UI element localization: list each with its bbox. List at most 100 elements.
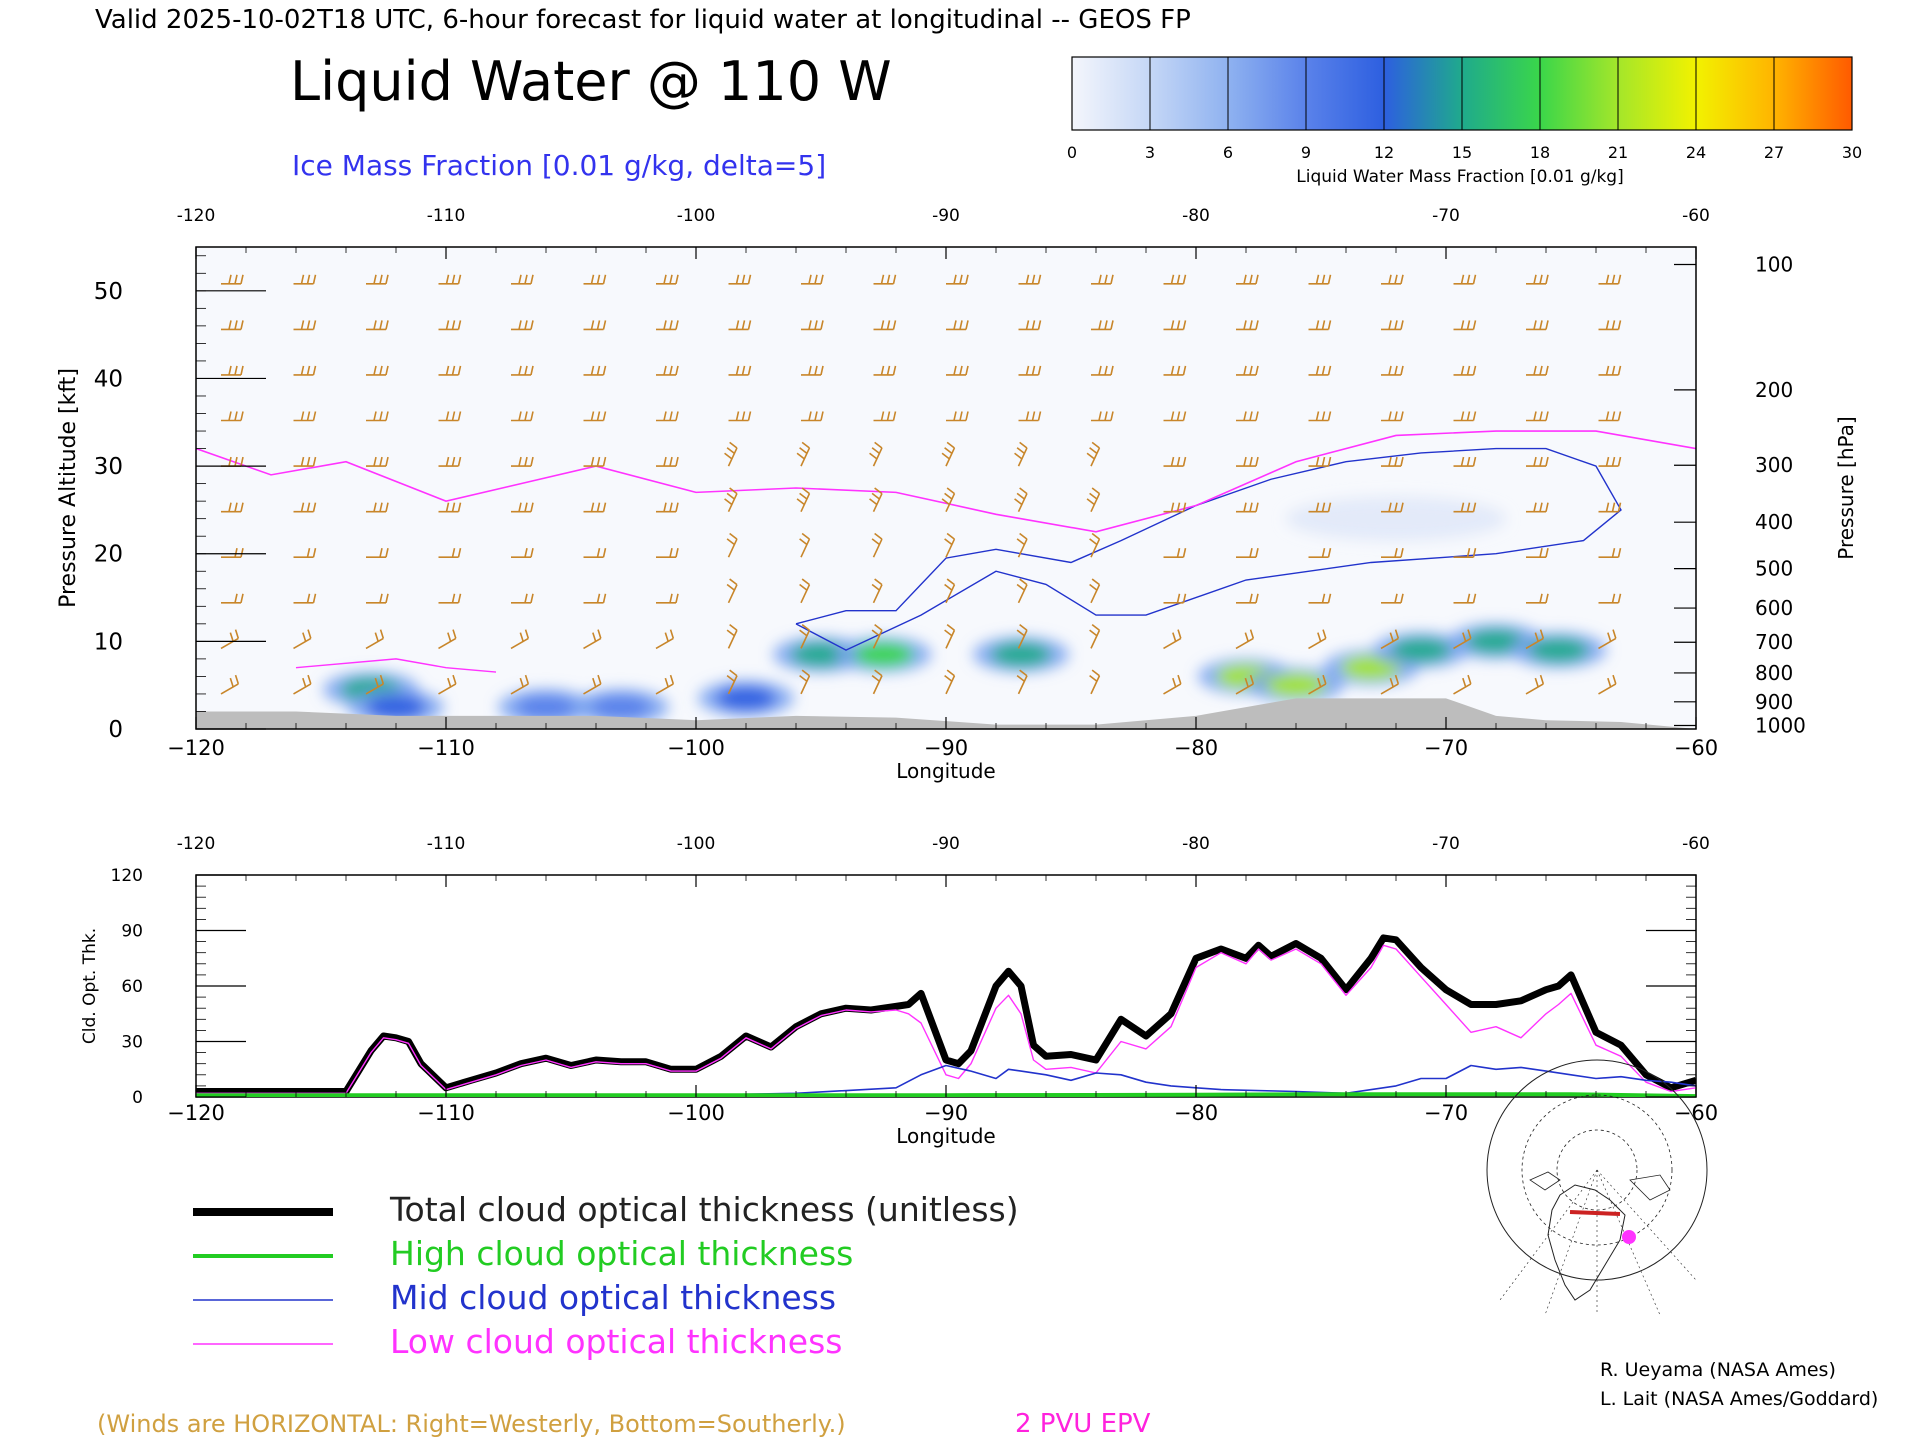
wind-barb-staff (727, 584, 738, 604)
wind-barb-feather (1327, 593, 1332, 603)
wind-barb-feather (796, 498, 805, 506)
wind-barb-feather (1016, 629, 1025, 637)
wind-barb-staff (1090, 538, 1101, 558)
wind-barb-feather (1091, 441, 1100, 449)
wind-barb-feather (1466, 548, 1471, 558)
wind-barb-feather (669, 629, 675, 639)
wind-barb-feather (1249, 320, 1253, 330)
p1-top-tick-label: -100 (677, 206, 716, 226)
wind-barb-feather (1091, 487, 1100, 495)
p2-top-tick-label: -120 (177, 834, 216, 854)
wind-barb (1163, 502, 1187, 513)
wind-barb-feather (801, 441, 810, 449)
wind-barb-feather (1611, 365, 1616, 376)
wind-barb-feather (1539, 320, 1543, 330)
wind-barb (366, 274, 389, 285)
wind-barb-feather (385, 274, 389, 284)
wind-barb-feather (451, 456, 456, 467)
wind-barb (511, 411, 534, 422)
wind-barb (583, 274, 607, 285)
wind-barb-feather (374, 632, 379, 642)
wind-barb-feather (799, 629, 808, 637)
wind-barb-staff (872, 447, 883, 467)
wind-barb-feather (669, 365, 673, 376)
wind-barb-feather (524, 274, 528, 284)
wind-barb-feather (306, 320, 311, 330)
wind-barb (656, 411, 679, 422)
wind-barb-feather (312, 548, 317, 558)
wind-barb-feather (1545, 593, 1549, 603)
wind-barb-staff (727, 538, 738, 558)
wind-barb (1236, 411, 1259, 422)
wind-barb-feather (300, 456, 305, 467)
wind-barb-feather (1019, 624, 1028, 631)
wind-barb-feather (1460, 320, 1465, 330)
wind-barb-feather (300, 411, 305, 421)
wind-barb (438, 320, 462, 331)
wind-barb-feather (306, 456, 311, 467)
wind-barb-feather (1322, 629, 1327, 639)
wind-barb-feather (602, 365, 607, 376)
wind-barb-feather (1607, 632, 1612, 642)
wind-barb (1598, 629, 1617, 650)
wind-barb-feather (1460, 502, 1465, 512)
wind-barb-feather (373, 365, 377, 376)
wind-barb-feather (602, 593, 607, 603)
wind-barb-feather (1182, 320, 1187, 330)
wind-barb-feather (1176, 320, 1181, 330)
wind-barb-feather (1400, 274, 1404, 284)
wind-barb (796, 441, 811, 467)
wind-barb-feather (965, 411, 969, 421)
wind-barb-feather (590, 411, 595, 421)
wind-barb-feather (1315, 365, 1320, 376)
wind-barb (1014, 441, 1028, 467)
wind-barb (438, 456, 462, 467)
wind-barb-feather (451, 411, 456, 421)
p1-bottom-tick-label: −60 (1674, 736, 1718, 760)
wind-barb-feather (1605, 274, 1610, 284)
wind-barb-feather (445, 411, 450, 421)
wind-barb-feather (1089, 492, 1098, 500)
wind-barb (801, 411, 824, 422)
wind-barb (1525, 674, 1545, 695)
wind-barb-feather (808, 320, 812, 330)
p1-bottom-tick-label: −90 (924, 736, 968, 760)
wind-barb-feather (669, 502, 673, 512)
wind-barb-feather (1104, 274, 1108, 284)
wind-barb-staff (1235, 637, 1254, 650)
wind-barb-feather (1172, 632, 1177, 642)
wind-barb-feather (874, 487, 883, 495)
wind-barb-feather (1394, 320, 1398, 330)
wind-barb (1236, 274, 1259, 285)
wind-barb-feather (1533, 365, 1537, 376)
wind-barb-feather (1394, 502, 1398, 512)
wind-barb-feather (518, 320, 522, 330)
wind-barb-feather (590, 320, 595, 330)
wind-barb-feather (1037, 320, 1042, 330)
wind-barb (726, 624, 738, 649)
wind-barb-feather (379, 629, 385, 639)
wind-barb (1598, 456, 1622, 467)
wind-barb-feather (1539, 674, 1545, 685)
wind-barb-feather (590, 502, 595, 512)
wind-barb-feather (663, 320, 667, 330)
wind-barb (873, 320, 897, 331)
wind-barb-feather (1176, 502, 1181, 512)
wind-barb-feather (300, 502, 305, 512)
wind-barb-feather (597, 629, 602, 639)
wind-barb-feather (880, 274, 885, 284)
wind-barb-feather (240, 411, 244, 421)
wind-barb-feather (1170, 456, 1175, 467)
wind-barb-feather (452, 629, 457, 639)
wind-barb-feather (1182, 365, 1187, 376)
panel2-axes: -120 −120 -110 −110 -100 −100 -90 −90 -80 −80 -70 −… (111, 834, 1719, 1125)
wind-barb-feather (1605, 411, 1610, 421)
p2-top-tick-label: -100 (677, 834, 716, 854)
wind-barb-feather (1016, 583, 1025, 591)
liquid-water-blob (853, 642, 914, 667)
wind-barb-feather (457, 502, 462, 512)
wind-barb-feather (373, 502, 377, 512)
p2-top-tick-label: -80 (1182, 834, 1210, 854)
wind-barb-feather (675, 593, 679, 603)
